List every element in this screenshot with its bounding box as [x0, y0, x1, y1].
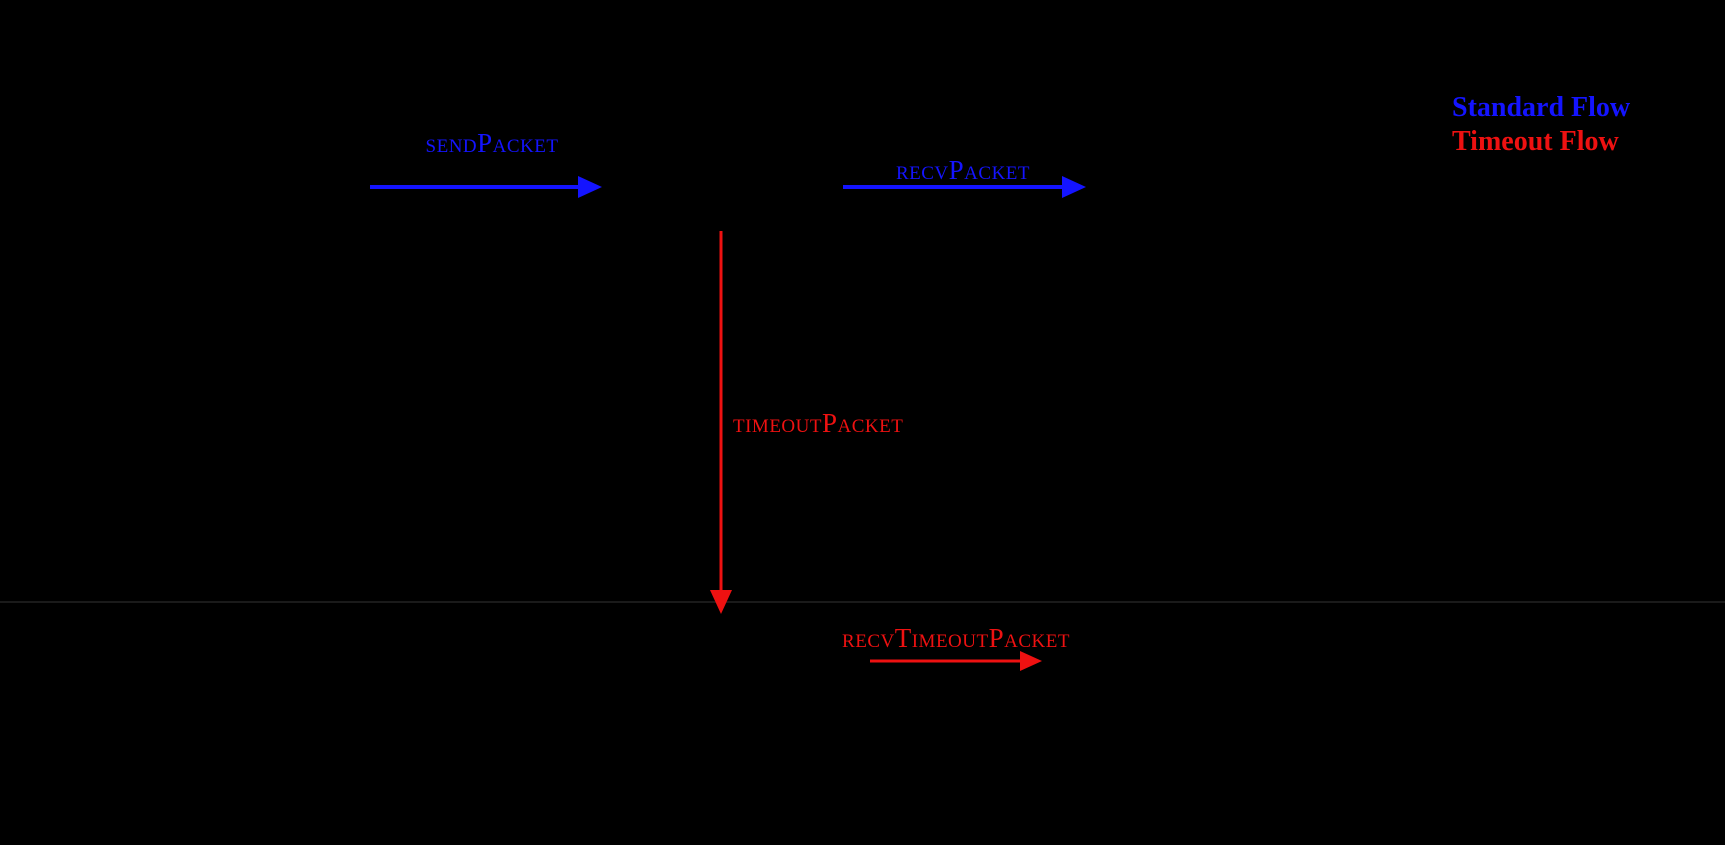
legend: Standard Flow Timeout Flow	[1452, 92, 1630, 158]
send-packet-label: sendPacket	[425, 128, 559, 158]
timeout-packet-arrow	[710, 231, 732, 614]
recv-packet-arrow	[843, 176, 1086, 198]
recv-timeout-packet-label: recvTimeoutPacket	[842, 623, 1070, 653]
recv-packet-label: recvPacket	[895, 155, 1031, 185]
legend-standard-flow: Standard Flow	[1452, 92, 1631, 123]
lane-divider-line	[0, 601, 1725, 603]
legend-timeout-flow: Timeout Flow	[1452, 126, 1619, 157]
recv-timeout-packet-arrow	[870, 651, 1042, 671]
timeout-packet-label: timeoutPacket	[733, 408, 904, 438]
send-packet-arrow	[370, 176, 602, 198]
